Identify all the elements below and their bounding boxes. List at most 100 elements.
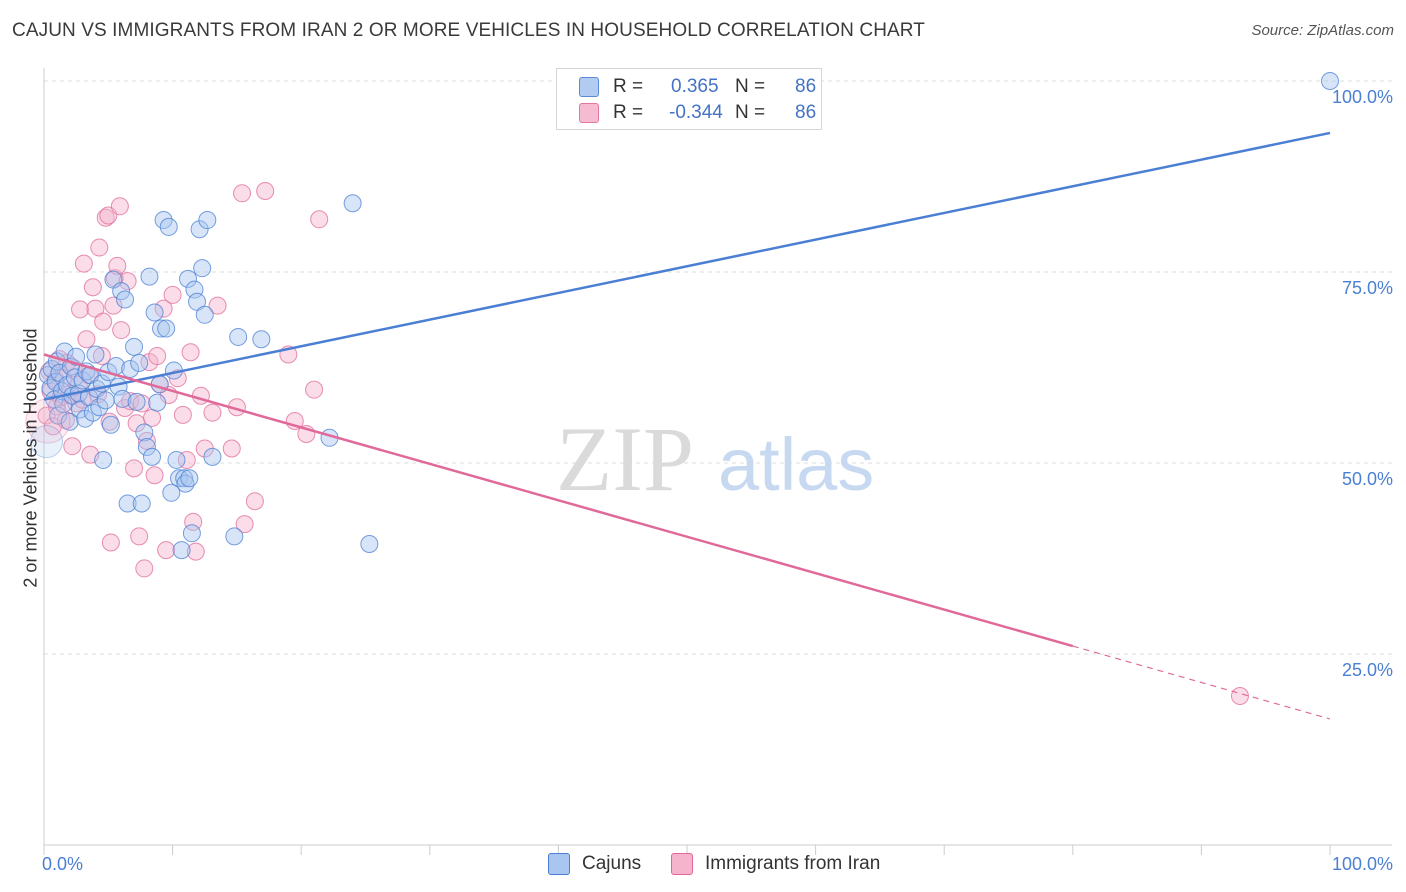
r-value-iran: -0.344	[669, 102, 723, 123]
n-label: N =	[735, 102, 766, 123]
cajuns-trend-line	[43, 131, 1331, 401]
iran-point	[208, 296, 227, 315]
iran-point	[305, 380, 324, 399]
cajuns-point	[46, 373, 65, 392]
r-label: R =	[613, 76, 644, 97]
cajuns-point	[252, 330, 271, 349]
iran-point	[245, 492, 264, 511]
cajuns-legend-swatch	[548, 853, 570, 875]
cajuns-point	[132, 494, 151, 513]
iran-point	[96, 208, 115, 227]
iran-point	[101, 533, 120, 552]
legend-item-cajuns: Cajuns	[548, 852, 658, 876]
iran-point	[112, 321, 131, 340]
y-tick-label: 25.0%	[1342, 660, 1393, 680]
cajuns-point	[152, 319, 171, 338]
legend-label-cajuns: Cajuns	[582, 853, 642, 874]
cajuns-point	[94, 450, 113, 469]
iran-point	[256, 182, 275, 201]
iran-point	[222, 439, 241, 458]
iran-point	[1230, 687, 1249, 706]
cajuns-point	[360, 534, 379, 553]
cajuns-point	[101, 415, 120, 434]
legend-item-iran: Immigrants from Iran	[671, 852, 911, 876]
cajuns-point	[113, 389, 132, 408]
cajuns-point	[179, 269, 198, 288]
y-axis-label: 2 or more Vehicles in Household	[20, 328, 41, 588]
iran-point	[92, 347, 111, 366]
cajuns-point	[343, 194, 362, 213]
iran-point	[110, 197, 129, 216]
iran-point	[233, 184, 252, 203]
cajuns-point	[118, 494, 137, 513]
cajuns-point	[143, 447, 162, 466]
iran-point	[83, 278, 102, 297]
cajuns-point	[225, 527, 244, 546]
iran-point	[130, 527, 149, 546]
cajuns-point	[140, 267, 159, 286]
iran-point	[148, 347, 167, 366]
n-value-iran: 86	[795, 102, 817, 123]
iran-point	[71, 300, 90, 319]
cajuns-point	[148, 393, 167, 412]
cajuns-point	[121, 360, 140, 379]
iran-trend-line-extension	[1072, 645, 1331, 720]
y-tick-label: 50.0%	[1342, 469, 1393, 489]
iran-point	[118, 272, 137, 291]
iran-point	[77, 330, 96, 349]
cajuns-point	[86, 345, 105, 364]
cajuns-point	[49, 406, 68, 425]
iran-point	[173, 405, 192, 424]
iran-point	[135, 559, 154, 578]
cajuns-point	[195, 305, 214, 324]
cajuns-point	[116, 290, 135, 309]
cajuns-point	[130, 353, 149, 372]
cajuns-point	[1321, 72, 1339, 90]
cajuns-point	[229, 327, 248, 346]
iran-legend-swatch	[671, 853, 693, 875]
iran-point	[154, 299, 173, 318]
cajuns-swatch	[579, 77, 599, 97]
n-label: N =	[735, 76, 766, 97]
iran-point	[108, 256, 127, 275]
cajuns-point	[96, 391, 115, 410]
iran-point	[100, 412, 119, 431]
iran-point	[235, 515, 254, 534]
cajuns-point	[127, 392, 146, 411]
iran-trend-line	[43, 353, 1074, 648]
chart-source: Source: ZipAtlas.com	[1251, 22, 1394, 39]
cajuns-point	[198, 211, 217, 230]
cajuns-point	[162, 483, 181, 502]
iran-point	[203, 403, 222, 422]
cajuns-point	[90, 398, 109, 417]
chart-title: CAJUN VS IMMIGRANTS FROM IRAN 2 OR MORE …	[12, 20, 925, 41]
n-value-cajuns: 86	[795, 76, 817, 97]
iran-point	[94, 312, 113, 331]
x-tick-label: 0.0%	[42, 854, 83, 874]
cajuns-point	[182, 524, 201, 543]
iran-swatch	[579, 103, 599, 123]
cajuns-point	[67, 347, 86, 366]
y-tick-label: 75.0%	[1342, 278, 1393, 298]
cajuns-point	[203, 447, 222, 466]
cajuns-point	[145, 303, 164, 322]
legend-label-iran: Immigrants from Iran	[705, 853, 881, 874]
iran-point	[177, 450, 196, 469]
x-tick-label: 100.0%	[1332, 854, 1393, 874]
y-tick-label: 100.0%	[1332, 87, 1393, 107]
cajuns-point	[137, 437, 156, 456]
r-value-cajuns: 0.365	[671, 76, 719, 97]
cajuns-point	[172, 541, 191, 560]
iran-point	[184, 512, 203, 531]
r-label: R =	[613, 102, 644, 123]
cajuns-cluster-point	[30, 425, 64, 459]
watermark-zip: ZIP	[556, 408, 694, 510]
cajuns-point	[112, 282, 131, 301]
iran-point	[90, 238, 109, 257]
iran-point	[104, 296, 123, 315]
cajuns-point	[193, 259, 212, 278]
watermark-atlas: atlas	[718, 423, 874, 506]
iran-point	[145, 466, 164, 485]
iran-point	[157, 541, 176, 560]
